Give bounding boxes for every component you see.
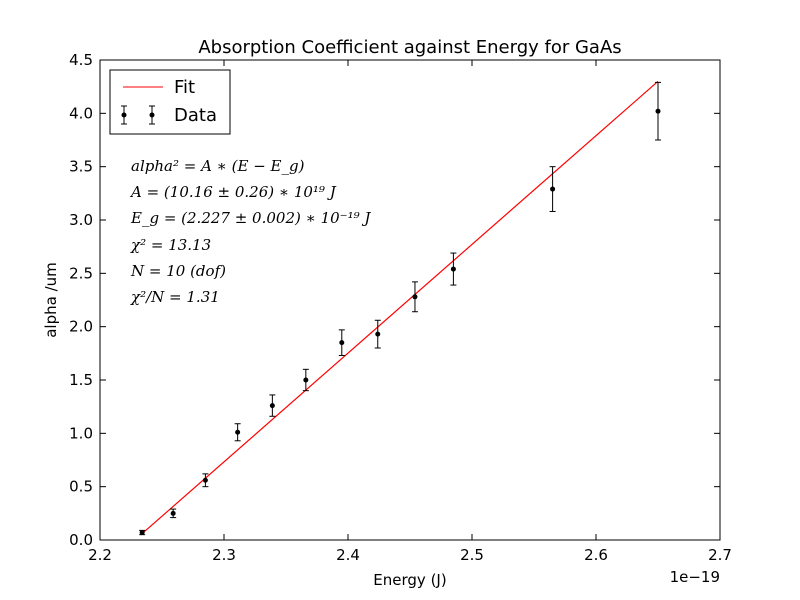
annotation-model: alpha² = A ∗ (E − E_g) — [131, 157, 305, 175]
annotation-chi2-per-n: χ²/N = 1.31 — [130, 288, 220, 306]
x-axis-offset-label: 1e−19 — [670, 568, 720, 586]
y-tick-label: 0.5 — [69, 478, 93, 496]
legend: Fit Data — [109, 69, 231, 135]
y-tick-label: 4.5 — [69, 51, 93, 69]
data-point — [202, 473, 209, 488]
fit-series — [141, 80, 659, 535]
x-tick-label: 2.7 — [708, 546, 732, 564]
plot-area — [99, 59, 721, 541]
data-marker — [170, 510, 176, 516]
data-marker — [303, 377, 309, 383]
legend-frame — [109, 69, 231, 135]
x-tick-label: 2.4 — [336, 546, 360, 564]
x-axis-ticks: 2.2 2.3 2.4 2.5 2.6 2.7 — [88, 60, 732, 564]
annotation-n: N = 10 (dof) — [130, 262, 226, 280]
legend-fit-label: Fit — [174, 77, 195, 98]
x-tick-label: 2.6 — [584, 546, 608, 564]
data-point — [655, 81, 661, 141]
annotation-chi2: χ² = 13.13 — [130, 236, 211, 254]
y-axis-ticks: 0.0 0.5 1.0 1.5 2.0 2.5 3.0 3.5 4.0 4.5 — [69, 51, 720, 549]
x-tick-label: 2.3 — [212, 546, 236, 564]
data-point — [549, 166, 556, 212]
data-marker — [339, 340, 345, 346]
data-point — [374, 319, 381, 349]
data-point — [234, 423, 241, 442]
data-marker — [202, 477, 208, 483]
chart-title: Absorption Coefficient against Energy fo… — [198, 37, 621, 58]
data-marker — [269, 403, 275, 409]
data-marker — [139, 530, 145, 536]
data-point — [411, 281, 418, 313]
data-marker — [550, 186, 556, 192]
y-tick-label: 3.0 — [69, 211, 93, 229]
annotation-a: A = (10.16 ± 0.26) ∗ 10¹⁹ J — [129, 183, 337, 201]
fit-annotations: alpha² = A ∗ (E − E_g) A = (10.16 ± 0.26… — [129, 157, 371, 306]
y-tick-label: 3.5 — [69, 158, 93, 176]
data-marker — [235, 429, 241, 435]
legend-data-label: Data — [174, 105, 217, 126]
data-marker — [655, 108, 661, 114]
data-marker — [450, 266, 456, 272]
data-point — [170, 508, 177, 519]
x-tick-label: 2.5 — [460, 546, 484, 564]
data-series — [139, 81, 661, 536]
x-axis-label: Energy (J) — [373, 571, 446, 589]
data-marker — [412, 294, 418, 300]
y-tick-label: 4.0 — [69, 104, 93, 122]
y-tick-label: 2.5 — [69, 264, 93, 282]
x-tick-label: 2.2 — [88, 546, 112, 564]
y-tick-label: 0.0 — [69, 531, 93, 549]
fit-line — [141, 80, 659, 535]
data-point — [302, 368, 309, 392]
plot-frame — [99, 59, 721, 541]
data-point — [139, 529, 146, 536]
data-point — [269, 394, 276, 417]
data-point — [338, 329, 345, 356]
annotation-eg: E_g = (2.227 ± 0.002) ∗ 10⁻¹⁹ J — [130, 209, 371, 227]
legend-data-swatch — [121, 105, 155, 125]
y-tick-label: 1.5 — [69, 371, 93, 389]
y-tick-label: 1.0 — [69, 424, 93, 442]
y-axis-label: alpha /um — [42, 262, 60, 338]
data-marker — [375, 331, 381, 337]
data-point — [450, 252, 457, 286]
y-tick-label: 2.0 — [69, 318, 93, 336]
